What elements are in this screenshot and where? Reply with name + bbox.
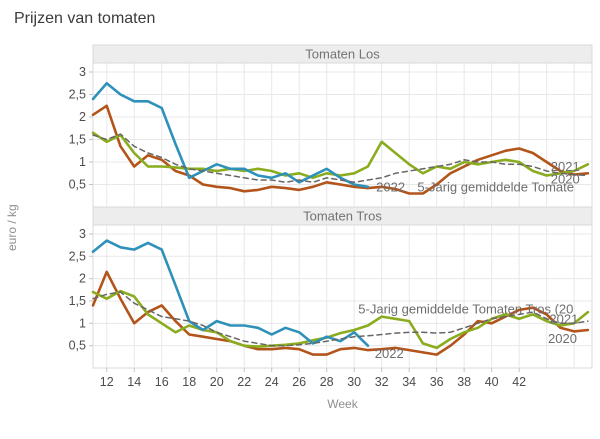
panel-strip: [92, 44, 593, 64]
x-tick-label: 38: [457, 375, 471, 389]
series-line-2021: [91, 131, 590, 180]
y-tick-label: 2,5: [69, 249, 86, 263]
x-tick-label: 18: [182, 375, 196, 389]
series-label: 2021: [551, 159, 580, 174]
series-label: 2020: [551, 172, 580, 187]
y-tick-label: 3: [79, 65, 86, 79]
series-label: 2022: [375, 346, 404, 361]
series-label: 5-Jarig gemiddelde Tomate: [417, 180, 574, 195]
series-label: 2020: [548, 331, 577, 346]
y-tick-label: 1,5: [69, 294, 86, 308]
x-tick-label: 14: [127, 375, 141, 389]
x-tick-label: 40: [485, 375, 499, 389]
x-tick-label: 32: [375, 375, 389, 389]
series-line-2020: [91, 104, 590, 195]
y-tick-label: 3: [79, 227, 86, 241]
x-tick-label: 28: [320, 375, 334, 389]
panel-strip: [92, 206, 593, 226]
y-tick-label: 1: [79, 155, 86, 169]
y-tick-label: 2,5: [69, 88, 86, 102]
page-title: Prijzen van tomaten: [14, 10, 156, 27]
series-label: 5-Jarig gemiddelde Tomaten Tros (20: [358, 302, 573, 317]
y-tick-label: 1: [79, 316, 86, 330]
series-line-2022: [91, 239, 370, 348]
x-tick-label: 16: [155, 375, 169, 389]
series-line-2022: [91, 82, 370, 189]
x-tick-label: 26: [292, 375, 306, 389]
plot-area: [92, 224, 593, 369]
x-tick-label: 34: [402, 375, 416, 389]
panel-title: Tomaten Los: [305, 47, 380, 62]
series-label: 2022: [376, 180, 405, 195]
series-line-avg5: [92, 133, 589, 184]
x-tick-label: 20: [210, 375, 224, 389]
x-tick-label: 22: [237, 375, 251, 389]
x-tick-label: 36: [430, 375, 444, 389]
x-axis-title: Week: [327, 397, 358, 411]
series-line-2021: [91, 289, 590, 350]
y-tick-label: 2: [79, 272, 86, 286]
x-tick-label: 12: [100, 375, 114, 389]
plot-area: [92, 62, 593, 208]
x-tick-label: 30: [347, 375, 361, 389]
x-tick-label: 42: [512, 375, 526, 389]
series-line-avg5: [92, 291, 589, 347]
y-tick-label: 2: [79, 110, 86, 124]
y-tick-label: 0,5: [69, 339, 86, 353]
y-tick-label: 0,5: [69, 178, 86, 192]
series-label: 2021: [549, 311, 578, 326]
y-tick-label: 1,5: [69, 133, 86, 147]
panel-title: Tomaten Tros: [303, 209, 382, 224]
x-tick-label: 24: [265, 375, 279, 389]
